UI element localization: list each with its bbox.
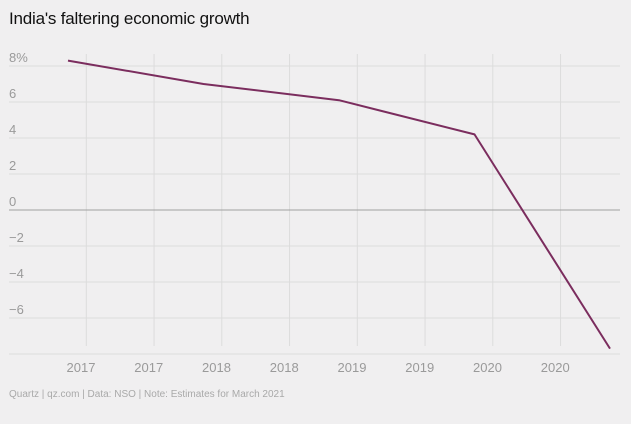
x-tick-label: 2019 — [405, 360, 434, 375]
y-tick-label: −4 — [9, 266, 24, 281]
gdp-growth-line — [67, 59, 611, 350]
series-group — [67, 59, 611, 350]
y-tick-label: 8% — [9, 50, 28, 65]
x-tick-label: 2020 — [541, 360, 570, 375]
chart-title: India's faltering economic growth — [9, 9, 250, 28]
x-tick-label: 2019 — [338, 360, 367, 375]
y-tick-label: 0 — [9, 194, 16, 209]
y-tick-label: −6 — [9, 302, 24, 317]
grid — [9, 54, 620, 355]
y-axis: 8% 6 4 2 0 −2 −4 −6 — [9, 50, 28, 317]
chart-footer: Quartz | qz.com | Data: NSO | Note: Esti… — [9, 389, 285, 400]
x-tick-label: 2020 — [473, 360, 502, 375]
x-axis: 2017 2017 2018 2018 2019 2019 2020 2020 — [67, 360, 570, 375]
x-tick-label: 2017 — [134, 360, 163, 375]
x-tick-label: 2017 — [67, 360, 96, 375]
y-tick-label: 6 — [9, 86, 16, 101]
x-tick-label: 2018 — [202, 360, 231, 375]
x-tick-label: 2018 — [270, 360, 299, 375]
y-tick-label: 2 — [9, 158, 16, 173]
y-tick-label: −2 — [9, 230, 24, 245]
y-tick-label: 4 — [9, 122, 16, 137]
